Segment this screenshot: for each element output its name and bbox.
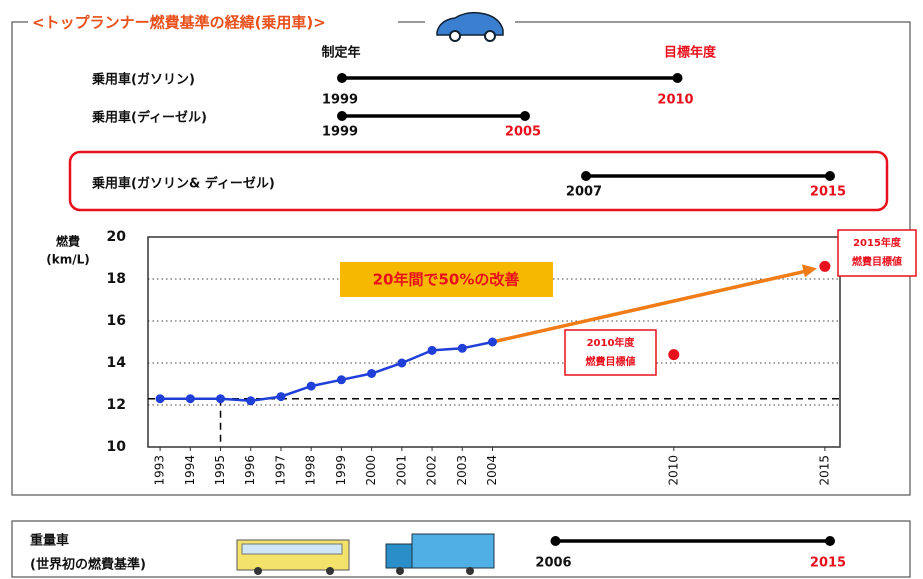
y-axis-label: 燃費 xyxy=(56,234,80,249)
y-axis-label: (km/L) xyxy=(46,253,89,267)
arrow-head xyxy=(802,264,817,277)
data-point xyxy=(276,392,285,401)
body: <トップランナー燃費基準の経緯(乗用車)> 制定年 目標年度 重量車 (世界初の… xyxy=(0,0,923,579)
page: トップランナー燃費基準の経緯 {"header": {"title": "<トッ… xyxy=(0,0,923,579)
x-tick-label: 1994 xyxy=(183,455,197,486)
data-point xyxy=(458,344,467,353)
title: <トップランナー燃費基準の経緯(乗用車)> xyxy=(32,14,326,32)
data-point xyxy=(246,396,255,405)
data-point xyxy=(397,359,406,368)
data-point xyxy=(337,375,346,384)
x-tick-label: 2003 xyxy=(455,455,469,486)
data-point xyxy=(428,346,437,355)
row-label: 乗用車(ガソリン& ディーゼル) xyxy=(91,176,275,192)
end-year: 2005 xyxy=(505,125,541,140)
x-tick-label: 1999 xyxy=(334,455,348,486)
data-point xyxy=(488,338,497,347)
end-year: 2015 xyxy=(810,185,846,200)
start-year: 1999 xyxy=(322,93,358,108)
x-tick-label: 2000 xyxy=(364,455,378,486)
end-header: 目標年度 xyxy=(664,45,717,61)
timeline-start xyxy=(581,171,591,181)
timeline-start xyxy=(551,536,561,546)
top-frame xyxy=(12,22,910,495)
bus-icon xyxy=(237,540,349,575)
data-point xyxy=(216,394,225,403)
x-tick-label: 2015 xyxy=(817,455,831,486)
timeline-start xyxy=(337,111,347,121)
y-tick-label: 20 xyxy=(107,229,127,245)
timeline-end xyxy=(825,536,835,546)
y-tick-label: 10 xyxy=(107,439,127,455)
target-label: 燃費目標値 xyxy=(852,255,902,268)
start-header: 制定年 xyxy=(321,45,360,61)
x-tick-label: 1997 xyxy=(273,455,287,486)
target-point xyxy=(819,261,830,272)
y-tick-label: 14 xyxy=(107,355,127,371)
timeline-end xyxy=(520,111,530,121)
end-year: 2015 xyxy=(810,556,846,571)
slide: <トップランナー燃費基準の経緯(乗用車)> 制定年 目標年度 重量車 (世界初の… xyxy=(0,0,923,579)
series-line xyxy=(160,342,492,401)
heavy-label: (世界初の燃費基準) xyxy=(30,557,146,573)
target-label-box xyxy=(565,330,656,375)
truck-icon xyxy=(386,534,494,575)
end-year: 2010 xyxy=(657,93,693,108)
x-tick-label: 1996 xyxy=(243,455,257,486)
heavy-label: 重量車 xyxy=(30,533,69,549)
row-label: 乗用車(ガソリン) xyxy=(91,72,195,88)
data-point xyxy=(156,394,165,403)
data-point xyxy=(367,369,376,378)
timeline-end xyxy=(673,73,683,83)
target-point xyxy=(668,349,679,360)
annotation: 20年間で50%の改善 xyxy=(373,271,520,289)
start-year: 2006 xyxy=(535,556,571,571)
start-year: 1999 xyxy=(322,125,358,140)
timeline-start xyxy=(337,73,347,83)
target-label: 2010年度 xyxy=(587,336,636,349)
timeline-end xyxy=(825,171,835,181)
y-tick-label: 12 xyxy=(107,397,126,413)
x-tick-label: 1995 xyxy=(213,455,227,486)
target-label-box xyxy=(838,230,916,276)
start-year: 2007 xyxy=(566,185,602,200)
x-tick-label: 2002 xyxy=(425,455,439,486)
data-point xyxy=(307,382,316,391)
y-tick-label: 16 xyxy=(107,313,126,329)
row-label: 乗用車(ディーゼル) xyxy=(91,110,207,126)
x-tick-label: 1998 xyxy=(304,455,318,486)
x-tick-label: 2010 xyxy=(666,455,680,486)
data-point xyxy=(186,394,195,403)
target-label: 2015年度 xyxy=(853,236,902,249)
target-label: 燃費目標値 xyxy=(586,355,636,368)
y-tick-label: 18 xyxy=(107,271,126,287)
x-tick-label: 2004 xyxy=(485,455,499,486)
x-tick-label: 1993 xyxy=(153,455,167,486)
x-tick-label: 2001 xyxy=(394,455,408,486)
